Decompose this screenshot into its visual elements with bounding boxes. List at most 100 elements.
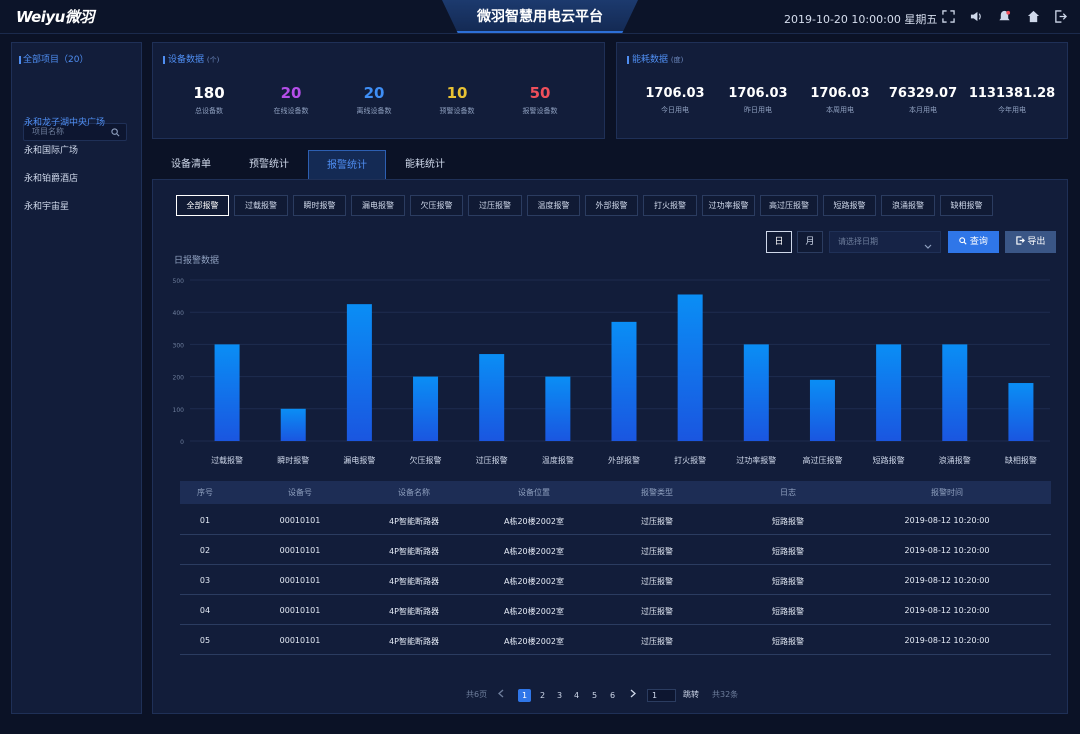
bar-4[interactable] [479, 354, 505, 441]
filter-leakage[interactable]: 漏电报警 [351, 195, 405, 216]
device-panel-heading: 设备数据 (个) [163, 52, 219, 65]
bar-3[interactable] [413, 376, 439, 441]
home-icon[interactable] [1026, 9, 1040, 23]
stat-week-power: 1706.03 本周用电 [800, 86, 880, 115]
x-tick-label: 温度报警 [542, 455, 574, 465]
stat-label: 离线设备数 [356, 107, 392, 115]
stat-label: 今年用电 [998, 106, 1026, 114]
column-header: 设备号 [288, 488, 312, 497]
day-toggle-button[interactable]: 日 [766, 231, 792, 253]
table-cell: 00010101 [279, 636, 321, 645]
sidebar-item-bojue[interactable]: 永和铂爵酒店 [24, 174, 79, 184]
table-row[interactable]: 03 00010101 4P智能断路器 A栋20楼2002室 过压报警 短路报警 2019-… [180, 565, 1051, 595]
bar-6[interactable] [611, 321, 637, 441]
goto-page-input[interactable]: 1 [647, 689, 676, 702]
filter-overpower[interactable]: 过功率报警 [702, 195, 755, 216]
sidebar-item-yuzhouxing[interactable]: 永和宇宙星 [24, 202, 70, 212]
filter-instant[interactable]: 瞬时报警 [293, 195, 346, 216]
table-cell: 00010101 [279, 546, 321, 555]
search-icon[interactable] [111, 127, 120, 143]
stat-value: 10 [446, 84, 468, 102]
volume-icon[interactable] [969, 9, 983, 23]
stat-alarm-devices: 50 报警设备数 [500, 84, 580, 116]
bar-1[interactable] [280, 408, 306, 441]
export-button[interactable]: 导出 [1005, 231, 1056, 253]
jump-button[interactable]: 跳转 [683, 690, 699, 699]
table-row[interactable]: 04 00010101 4P智能断路器 A栋20楼2002室 过压报警 短路报警 2019-… [180, 595, 1051, 625]
next-page-icon[interactable] [630, 689, 636, 700]
filter-short-circuit[interactable]: 短路报警 [823, 195, 876, 216]
tab-alarm-stats[interactable]: 报警统计 [308, 150, 386, 180]
project-search-input[interactable]: 项目名称 [23, 123, 127, 141]
sidebar-item-longzihu[interactable]: 永和龙子湖中央广场 [24, 118, 106, 128]
bell-icon[interactable] [997, 9, 1011, 23]
x-tick-label: 过载报警 [211, 455, 243, 465]
alarm-table-header: 序号 设备号 设备名称 设备位置 报警类型 日志 报警时间 [180, 481, 1051, 504]
fullscreen-icon[interactable] [941, 9, 955, 23]
filter-all-alarms[interactable]: 全部报警 [176, 195, 229, 216]
table-cell: 00010101 [279, 516, 321, 525]
energy-panel-heading: 能耗数据 (度) [627, 52, 683, 65]
date-picker-input[interactable]: 请选择日期 [829, 231, 941, 253]
bar-2[interactable] [346, 304, 372, 441]
y-tick-label: 200 [173, 375, 185, 382]
bar-8[interactable] [743, 344, 769, 441]
bar-0[interactable] [214, 344, 240, 441]
prev-page-icon[interactable] [498, 689, 504, 700]
x-tick-label: 短路报警 [873, 455, 905, 465]
bar-11[interactable] [942, 344, 968, 441]
filter-surge[interactable]: 浪涌报警 [881, 195, 935, 216]
items-total: 共32条 [712, 690, 739, 699]
table-cell: 04 [199, 606, 211, 615]
page-6[interactable]: 6 [609, 691, 616, 700]
filter-phase-loss[interactable]: 缺相报警 [940, 195, 993, 216]
table-cell: 过压报警 [641, 547, 673, 556]
filter-temperature[interactable]: 温度报警 [527, 195, 580, 216]
page-1[interactable]: 1 [518, 689, 531, 702]
table-cell: 05 [199, 636, 211, 645]
tab-warning-stats[interactable]: 预警统计 [249, 159, 289, 170]
stat-label: 本周用电 [826, 106, 854, 114]
stat-value: 1706.03 [810, 86, 870, 101]
device-data-panel: 设备数据 (个) 180 总设备数 20 在线设备数 20 离线设备数 10 预… [152, 42, 605, 139]
stat-value: 1706.03 [728, 86, 788, 101]
bar-9[interactable] [809, 379, 835, 441]
pages-total: 共6页 [466, 690, 488, 699]
query-button[interactable]: 查询 [948, 231, 999, 253]
filter-arc[interactable]: 打火报警 [643, 195, 697, 216]
page-3[interactable]: 3 [556, 691, 563, 700]
daily-alarm-bar-chart: 0 100 200 300 400 500 过载报警 瞬时报警 漏电报警 欠压报警 过压报警 温度报警… [173, 278, 1050, 465]
sidebar-item-guoji[interactable]: 永和国际广场 [24, 146, 79, 156]
filter-overload[interactable]: 过载报警 [234, 195, 288, 216]
filter-undervoltage[interactable]: 欠压报警 [410, 195, 463, 216]
export-icon [1015, 236, 1028, 247]
bar-12[interactable] [1008, 383, 1034, 441]
table-cell: 4P智能断路器 [389, 517, 439, 526]
bar-10[interactable] [876, 344, 902, 441]
heading-marker-icon [19, 55, 21, 64]
table-cell: 00010101 [279, 606, 321, 615]
filter-high-overvoltage[interactable]: 高过压报警 [760, 195, 818, 216]
logout-icon[interactable] [1053, 9, 1067, 23]
bar-5[interactable] [545, 376, 571, 441]
bar-7[interactable] [677, 294, 703, 441]
filter-external[interactable]: 外部报警 [585, 195, 638, 216]
table-cell: 4P智能断路器 [389, 547, 439, 556]
table-cell: A栋20楼2002室 [503, 517, 565, 526]
page-2[interactable]: 2 [539, 691, 546, 700]
x-tick-label: 过功率报警 [736, 455, 776, 465]
page-4[interactable]: 4 [573, 691, 580, 700]
column-header: 报警时间 [931, 488, 963, 497]
table-row[interactable]: 05 00010101 4P智能断路器 A栋20楼2002室 过压报警 短路报警 2019-… [180, 625, 1051, 655]
stat-label: 在线设备数 [273, 107, 309, 115]
filter-overvoltage[interactable]: 过压报警 [468, 195, 522, 216]
stat-value: 50 [529, 84, 551, 102]
table-cell: 2019-08-12 10:20:00 [904, 546, 990, 555]
table-row[interactable]: 01 00010101 4P智能断路器 A栋20楼2002室 过压报警 短路报警 2019-… [180, 505, 1051, 535]
table-row[interactable]: 02 00010101 4P智能断路器 A栋20楼2002室 过压报警 短路报警 2019-… [180, 535, 1051, 565]
tab-energy-stats[interactable]: 能耗统计 [405, 159, 445, 170]
column-header: 报警类型 [641, 488, 673, 497]
month-toggle-button[interactable]: 月 [797, 231, 823, 253]
tab-device-list[interactable]: 设备清单 [171, 159, 211, 170]
page-5[interactable]: 5 [591, 691, 598, 700]
